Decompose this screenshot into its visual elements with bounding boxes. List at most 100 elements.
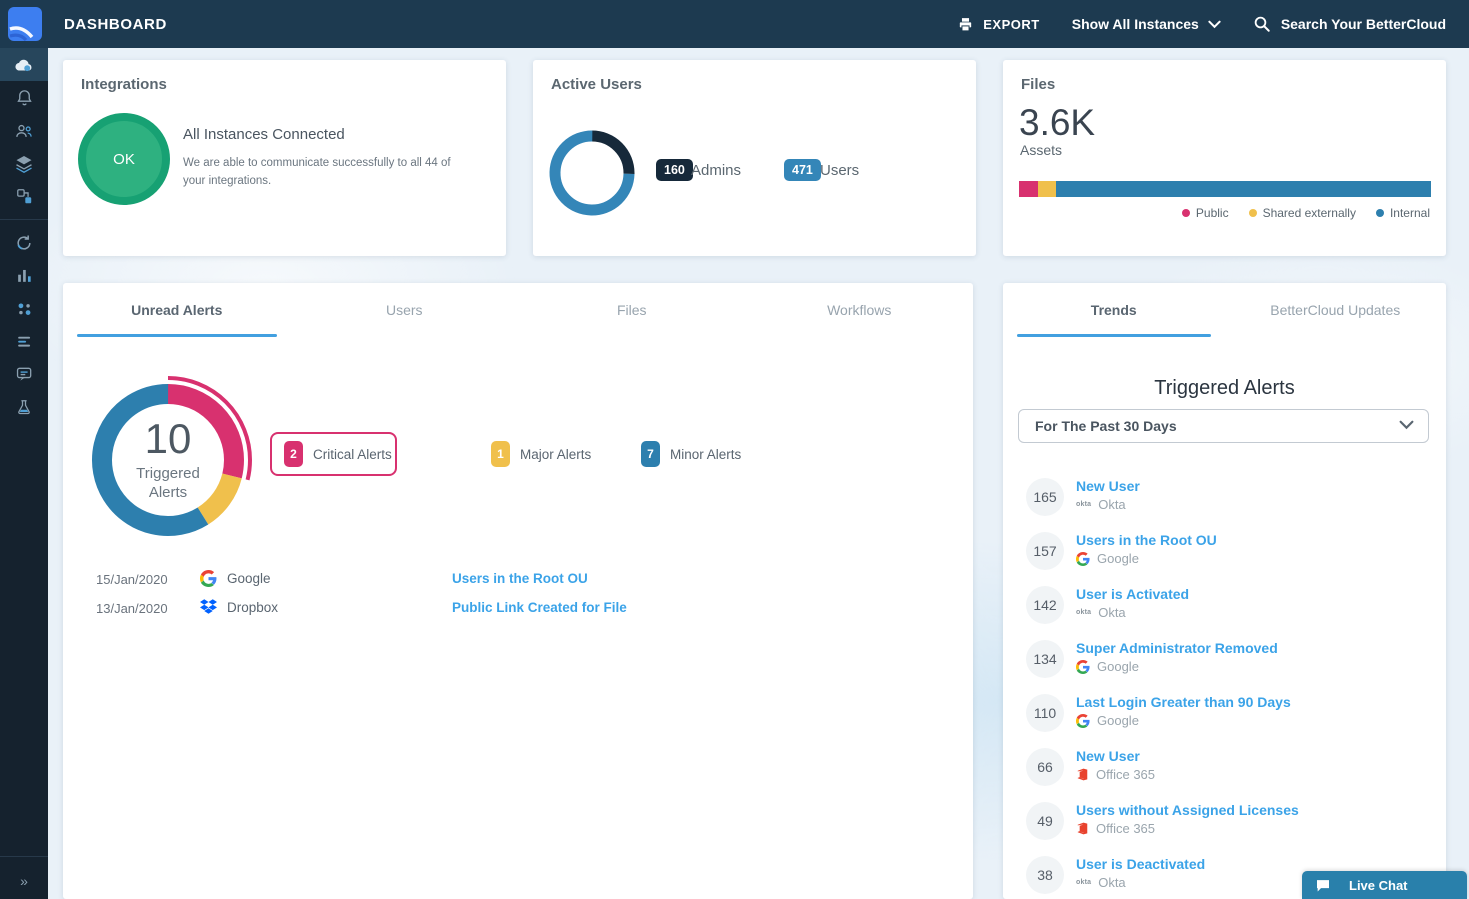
sidebar-item-feedback[interactable] [0,358,48,391]
chevron-down-icon [1208,20,1221,28]
google-icon [1076,551,1090,566]
alert-title-link[interactable]: User is Activated [1076,586,1190,602]
top-nav-bar: DASHBOARD EXPORT Show All Instances Sear… [0,0,1469,48]
list-item: 157 Users in the Root OU Google [1003,527,1446,581]
alert-count-badge: 38 [1026,856,1064,894]
files-total-value: 3.6K [1019,102,1096,143]
sidebar-item-workflows[interactable] [0,180,48,213]
files-total-label: Assets [1020,142,1063,158]
sidebar-item-alerts[interactable] [0,81,48,114]
google-icon [200,570,217,587]
critical-count-badge: 2 [284,441,303,467]
tab-unread-alerts[interactable]: Unread Alerts [63,283,291,337]
office-365-icon [1077,768,1088,781]
alert-title-link[interactable]: Users without Assigned Licenses [1076,802,1299,818]
alert-service: Google [1076,551,1139,566]
critical-alerts-filter-selected[interactable]: 2 Critical Alerts [270,432,397,476]
page-title: DASHBOARD [64,15,167,33]
alert-title-link[interactable]: Users in the Root OU [1076,532,1217,548]
alert-title-link[interactable]: Last Login Greater than 90 Days [1076,694,1291,710]
active-users-card: Active Users 160 Admins 471 Users [533,60,976,256]
tab-files[interactable]: Files [616,302,647,318]
trends-panel: Trends BetterCloud Updates Triggered Ale… [1003,283,1446,899]
alert-title-link[interactable]: New User [1076,478,1140,494]
alert-count-badge: 66 [1026,748,1064,786]
legend-item-public: Public [1181,206,1229,220]
global-search[interactable]: Search Your BetterCloud [1253,15,1446,33]
alert-service: okta Okta [1076,497,1126,512]
instances-dropdown[interactable]: Show All Instances [1072,16,1221,32]
trends-panel-tabs: Trends BetterCloud Updates [1003,283,1446,337]
flask-icon [18,400,30,415]
chat-bubble-icon [1317,879,1329,891]
sidebar-item-apps[interactable] [0,292,48,325]
alert-service: Google [227,571,271,586]
alert-date: 13/Jan/2020 [96,601,168,616]
alert-count-badge: 49 [1026,802,1064,840]
table-row: 15/Jan/2020 Google Users in the Root OU [63,568,973,594]
tab-workflows[interactable]: Workflows [827,302,892,318]
list-item: 110 Last Login Greater than 90 Days Google [1003,689,1446,743]
sidebar-divider [0,219,48,220]
legend-item-shared-externally: Shared externally [1248,206,1356,220]
printer-icon [960,17,972,31]
minor-count-badge: 7 [641,441,660,467]
tab-bettercloud-updates[interactable]: BetterCloud Updates [1270,302,1401,318]
alert-service: okta Okta [1076,875,1126,890]
sidebar-item-reports[interactable] [0,259,48,292]
admins-label: Admins [691,162,742,179]
dashboard-cloud-icon [15,59,32,71]
export-button[interactable]: EXPORT [957,16,1039,33]
integrations-heading: All Instances Connected [183,126,345,143]
time-range-dropdown[interactable]: For The Past 30 Days [1018,409,1429,443]
search-icon [1254,16,1270,32]
tab-trends[interactable]: Trends [1003,283,1225,337]
live-chat-button[interactable]: Live Chat [1302,871,1467,899]
bell-icon [16,89,32,105]
okta-icon: okta [1076,879,1092,886]
card-title: Integrations [81,76,167,93]
alert-link[interactable]: Public Link Created for File [452,600,627,615]
sync-icon [17,235,31,250]
shared-externally-legend-dot [1248,209,1257,217]
alert-title-link[interactable]: New User [1076,748,1140,764]
okta-icon: okta [1076,609,1092,616]
sidebar-item-users[interactable] [0,114,48,147]
integrations-card: Integrations OK All Instances Connected … [63,60,506,256]
public-legend-dot [1181,209,1190,217]
sidebar-item-labs[interactable] [0,391,48,424]
alert-title-link[interactable]: User is Deactivated [1076,856,1206,872]
minor-alerts-filter[interactable]: 7 Minor Alerts [641,432,741,476]
alert-count-badge: 142 [1026,586,1064,624]
alert-service: Office 365 [1076,821,1155,836]
left-sidebar: » [0,48,48,899]
users-count-badge: 471 [784,159,821,181]
alert-link[interactable]: Users in the Root OU [452,571,588,586]
sidebar-item-dashboard[interactable] [0,48,48,81]
major-alerts-filter[interactable]: 1 Major Alerts [491,432,591,476]
files-bar-segment [1019,181,1038,197]
files-bar-segment [1037,181,1057,197]
sidebar-item-audit-log[interactable] [0,325,48,358]
dropbox-icon [200,599,217,616]
alert-title-link[interactable]: Super Administrator Removed [1076,640,1278,656]
alert-count-badge: 134 [1026,640,1064,678]
dots-grid-icon [18,302,30,315]
list-item: 49 Users without Assigned Licenses Office … [1003,797,1446,851]
integrations-status-badge: OK [78,113,170,205]
trends-heading: Triggered Alerts [1154,377,1295,399]
users-group-icon [16,124,32,137]
alert-count-badge: 165 [1026,478,1064,516]
sidebar-expand-button[interactable]: » [20,873,28,889]
sidebar-item-integrations[interactable] [0,147,48,180]
office-365-icon [1077,822,1088,835]
bettercloud-logo[interactable] [8,7,42,41]
sidebar-divider [0,856,48,857]
okta-icon: okta [1076,501,1092,508]
files-bar-segment [1056,181,1431,197]
alert-service: Google [1076,713,1139,728]
sidebar-item-sync[interactable] [0,226,48,259]
tab-users[interactable]: Users [385,302,423,318]
layers-icon [16,156,32,173]
severity-legend-row: 2 Critical Alerts 1 Major Alerts 7 Minor… [63,432,973,476]
